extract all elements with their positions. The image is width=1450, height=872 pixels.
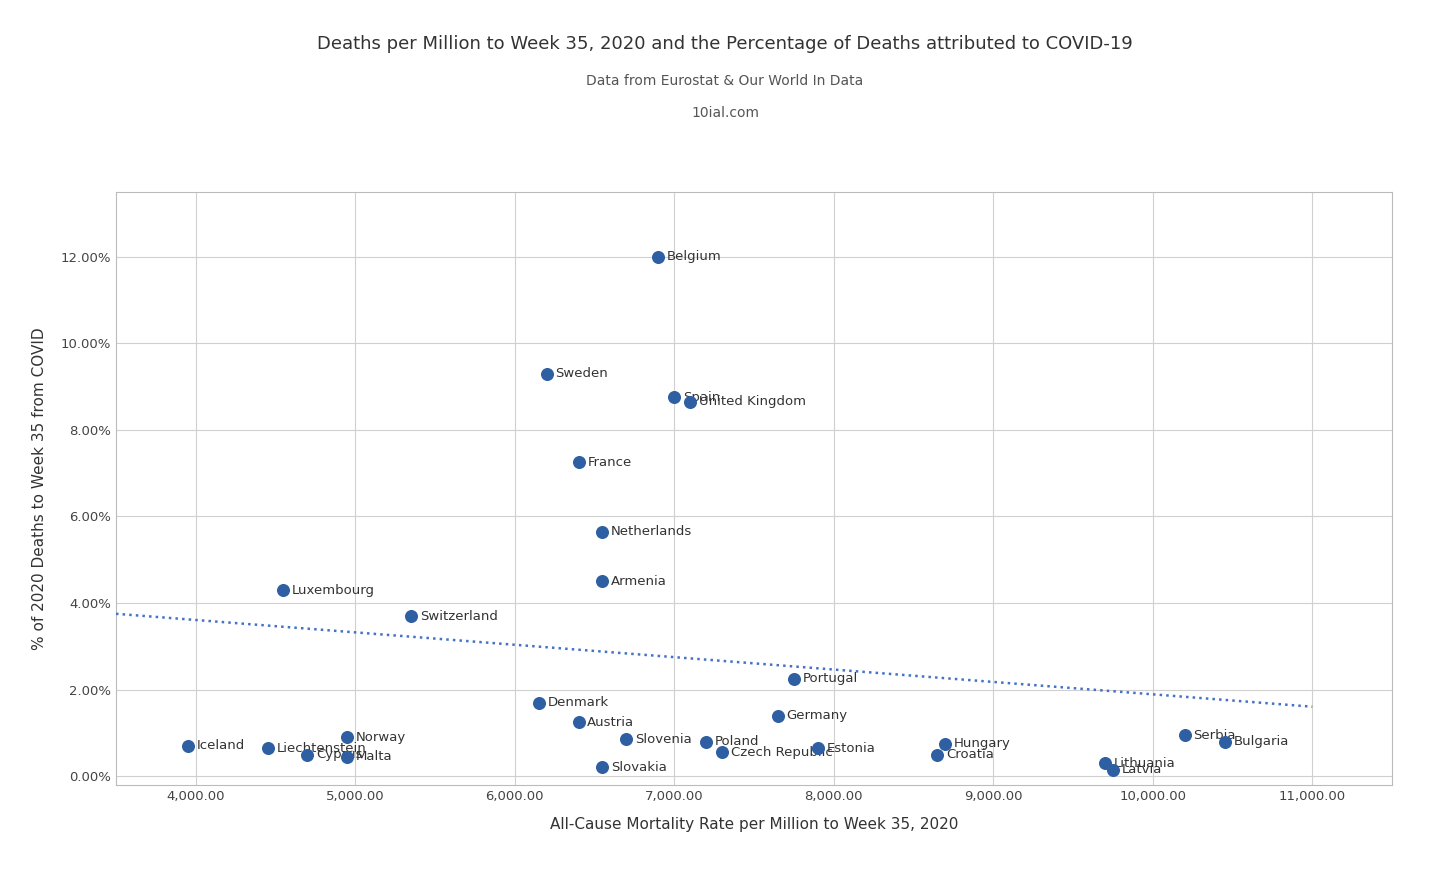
Text: Portugal: Portugal <box>803 672 858 685</box>
Point <box>567 715 590 729</box>
Point <box>806 741 829 755</box>
Text: Lithuania: Lithuania <box>1114 757 1176 770</box>
Text: Luxembourg: Luxembourg <box>293 583 376 596</box>
Point <box>335 730 358 744</box>
Point <box>647 249 670 263</box>
Text: France: France <box>587 456 632 469</box>
Point <box>567 455 590 469</box>
Point <box>590 525 613 539</box>
Point <box>296 747 319 761</box>
Text: Latvia: Latvia <box>1122 763 1161 776</box>
Point <box>335 750 358 764</box>
Point <box>783 671 806 685</box>
Text: Cyprus: Cyprus <box>316 748 362 761</box>
Point <box>1173 728 1196 742</box>
Point <box>925 747 948 761</box>
Y-axis label: % of 2020 Deaths to Week 35 from COVID: % of 2020 Deaths to Week 35 from COVID <box>32 327 46 650</box>
Text: Spain: Spain <box>683 391 721 404</box>
Point <box>679 395 702 409</box>
Point <box>934 737 957 751</box>
Text: Czech Republic: Czech Republic <box>731 746 832 759</box>
Text: Hungary: Hungary <box>954 737 1011 750</box>
Text: Austria: Austria <box>587 716 635 728</box>
Point <box>766 709 789 723</box>
Text: Norway: Norway <box>357 731 406 744</box>
Text: United Kingdom: United Kingdom <box>699 395 806 408</box>
Text: Sweden: Sweden <box>555 367 608 380</box>
Text: Liechtenstein: Liechtenstein <box>277 741 365 754</box>
Point <box>710 746 734 760</box>
Point <box>1102 763 1125 777</box>
Text: Belgium: Belgium <box>667 250 722 263</box>
Text: Armenia: Armenia <box>612 575 667 588</box>
Point <box>590 760 613 774</box>
Text: Deaths per Million to Week 35, 2020 and the Percentage of Deaths attributed to C: Deaths per Million to Week 35, 2020 and … <box>318 35 1132 53</box>
Text: Serbia: Serbia <box>1193 728 1235 741</box>
Point <box>528 696 551 710</box>
Text: Slovenia: Slovenia <box>635 732 692 746</box>
Point <box>255 741 278 755</box>
Text: 10ial.com: 10ial.com <box>692 106 758 120</box>
Text: Malta: Malta <box>357 750 393 763</box>
Point <box>175 739 199 753</box>
Text: Croatia: Croatia <box>947 748 995 761</box>
Point <box>615 732 638 746</box>
Point <box>535 366 558 380</box>
Text: Bulgaria: Bulgaria <box>1234 735 1289 748</box>
Point <box>695 734 718 748</box>
Text: Data from Eurostat & Our World In Data: Data from Eurostat & Our World In Data <box>586 74 864 88</box>
Text: Denmark: Denmark <box>548 696 609 709</box>
Text: Estonia: Estonia <box>826 741 876 754</box>
Text: Poland: Poland <box>715 735 760 748</box>
Point <box>663 391 686 405</box>
Point <box>273 583 296 597</box>
Text: Netherlands: Netherlands <box>612 525 693 538</box>
Text: Switzerland: Switzerland <box>420 610 497 623</box>
Point <box>590 575 613 589</box>
X-axis label: All-Cause Mortality Rate per Million to Week 35, 2020: All-Cause Mortality Rate per Million to … <box>550 816 958 832</box>
Text: Germany: Germany <box>787 709 848 722</box>
Point <box>1212 734 1235 748</box>
Point <box>400 609 423 623</box>
Point <box>1093 756 1116 770</box>
Text: Iceland: Iceland <box>197 739 245 753</box>
Text: Slovakia: Slovakia <box>612 761 667 774</box>
